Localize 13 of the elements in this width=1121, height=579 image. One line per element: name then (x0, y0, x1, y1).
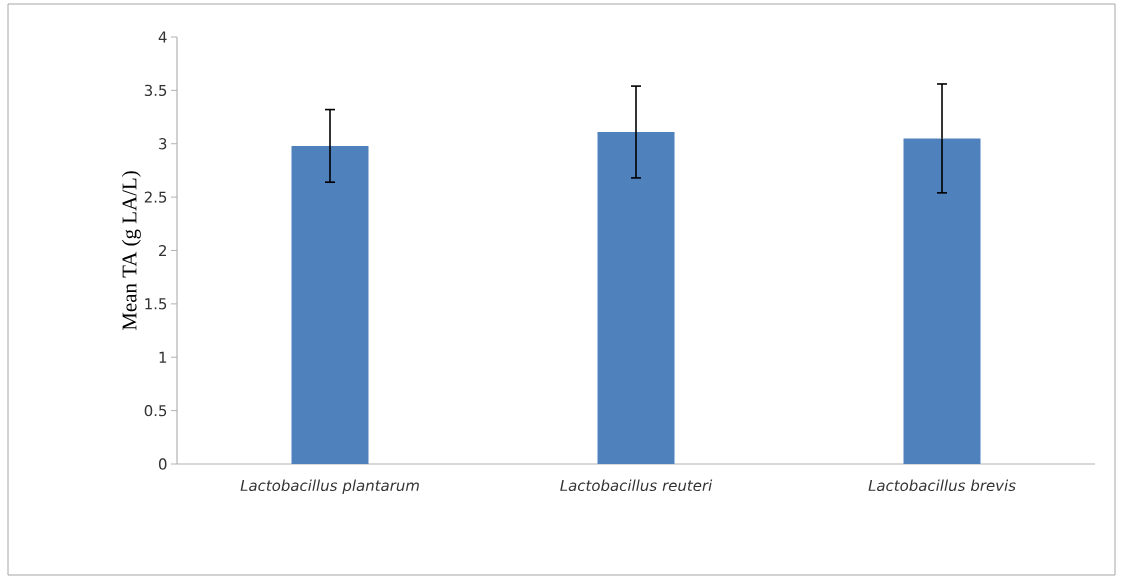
x-tick-label: Lactobacillus plantarum (240, 479, 419, 494)
y-axis-title: Mean TA (g LA/L) (121, 171, 141, 331)
y-tick-label: 4 (158, 31, 167, 43)
y-tick-label: 2.5 (144, 191, 167, 203)
y-tick-label: 1.5 (145, 298, 167, 310)
x-tick-label: Lactobacillus reuteri (560, 479, 713, 492)
y-tick-label: 3 (159, 138, 167, 150)
y-tick-label: 1 (159, 351, 167, 363)
y-tick-label: 2 (159, 244, 166, 257)
y-tick-label: 3.5 (144, 84, 167, 97)
x-tick-label: Lactobacillus brevis (868, 479, 1016, 492)
y-tick-label: 0 (158, 458, 167, 470)
y-tick-label: 0.5 (144, 404, 167, 417)
